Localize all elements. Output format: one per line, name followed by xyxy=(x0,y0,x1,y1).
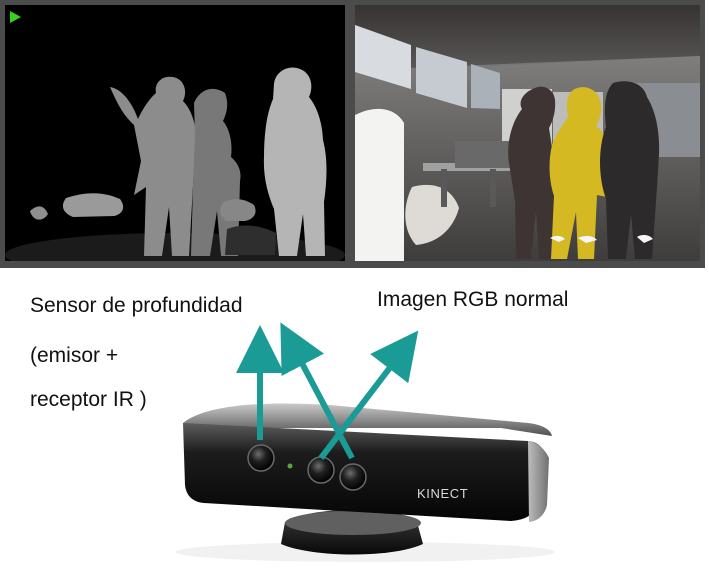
depth-image-panel xyxy=(5,5,345,261)
kinect-device-image: KINECT xyxy=(175,403,555,562)
kinect-device: KINECT xyxy=(155,392,575,567)
depth-sensor-label: Sensor de profundidad xyxy=(30,294,243,317)
depth-sensor-label-line-3: receptor IR ) xyxy=(30,388,147,411)
depth-image xyxy=(5,5,345,261)
rgb-image xyxy=(355,5,700,261)
play-icon xyxy=(10,11,21,23)
rgb-image-label: Imagen RGB normal xyxy=(377,288,569,311)
depth-sensor-label-line-2: (emisor + xyxy=(30,344,119,367)
rgb-image-panel xyxy=(355,5,700,261)
kinect-brand-label: KINECT xyxy=(417,486,468,501)
